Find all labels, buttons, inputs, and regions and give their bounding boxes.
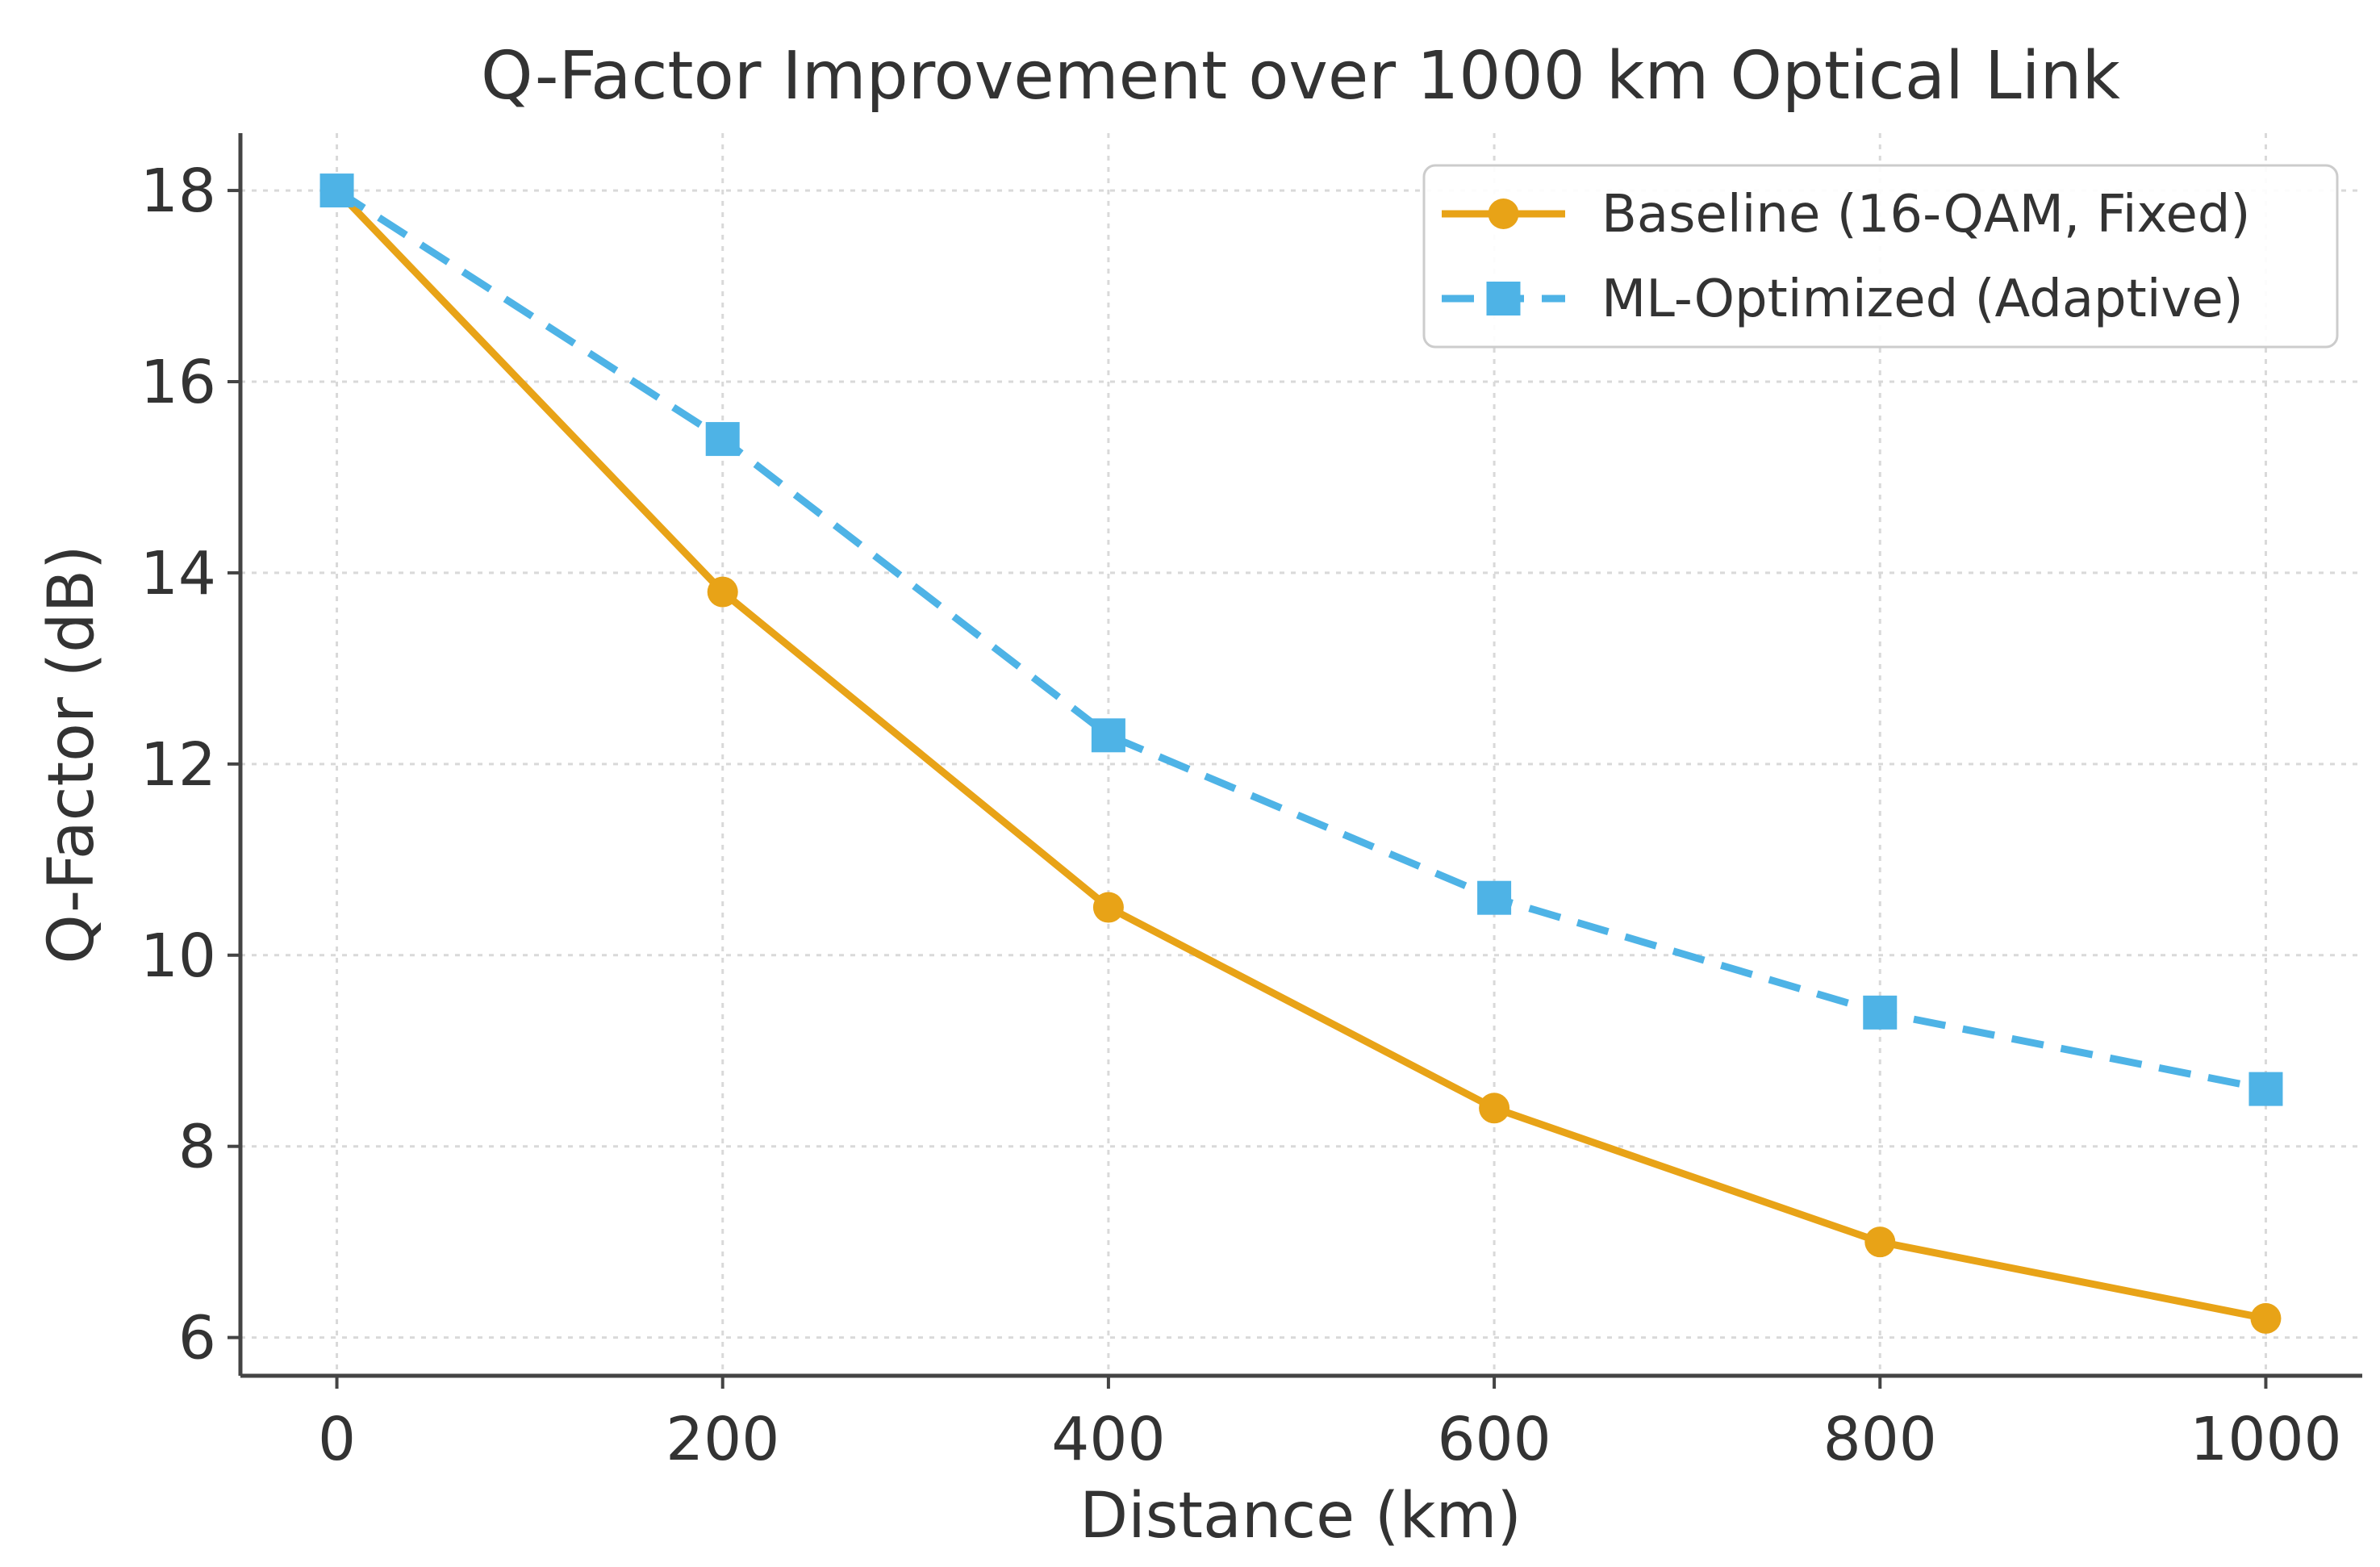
legend-box [1422,164,2339,349]
y-tick-label: 8 [178,1113,216,1182]
series-2-marker [319,173,354,208]
series [319,173,2283,1334]
series-2-marker [2248,1072,2283,1106]
x-tick-label: 1000 [2190,1405,2341,1474]
x-axis-label: Distance (km) [1079,1480,1522,1552]
legend-marker-1 [1488,198,1519,229]
legend-marker-2 [1486,282,1521,315]
y-tick-label: 10 [140,921,216,991]
series-1-marker [2250,1302,2282,1334]
y-tick-label: 16 [140,348,216,417]
chart-title: Q-Factor Improvement over 1000 km Optica… [481,38,2120,115]
legend: Baseline (16-QAM, Fixed) ML-Optimized (Ad… [1422,164,2339,349]
y-tick-label: 14 [140,539,216,608]
series-2-marker [1091,718,1125,753]
series-1-marker [707,576,738,608]
series-2-marker [1863,995,1898,1030]
series-1-marker [1092,892,1124,923]
y-tick-label: 6 [178,1304,216,1373]
x-tick-label: 400 [1051,1405,1165,1474]
axes [238,133,2362,1378]
x-tick-label: 0 [318,1405,356,1474]
x-tick-label: 600 [1437,1405,1551,1474]
series-2-marker [705,422,740,457]
y-tick-label: 12 [140,730,216,800]
legend-label-2: ML-Optimized (Adaptive) [1601,270,2244,329]
series-line-2 [335,187,2267,1093]
x-tick-label: 200 [666,1405,779,1474]
y-tick-label: 18 [140,157,216,226]
series-1-marker [1479,1093,1510,1124]
series-2-marker [1477,880,1512,915]
x-tick-label: 800 [1823,1405,1937,1474]
series-line-1 [334,187,2267,1323]
y-axis-label: Q-Factor (dB) [35,545,108,963]
legend-label-1: Baseline (16-QAM, Fixed) [1601,185,2250,244]
series-1-marker [1864,1226,1896,1258]
ticks: 0 200 400 600 800 1000 6 8 10 12 14 16 18 [140,157,2342,1474]
